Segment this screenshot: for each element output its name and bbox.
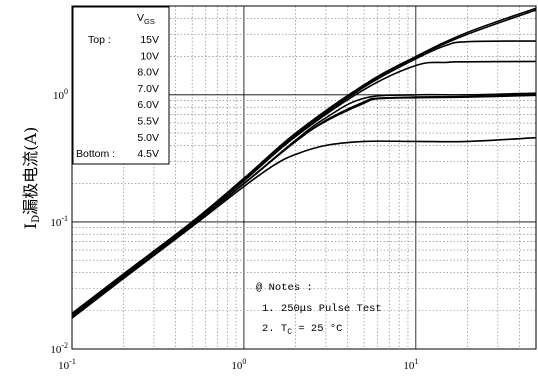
legend-header: VGS	[137, 12, 155, 26]
legend-entry-7: 5.0V	[137, 132, 159, 144]
legend-entry-3: 8.0V	[137, 67, 159, 79]
y-tick-label-1: 10-2	[50, 341, 68, 356]
notes-title: @ Notes :	[256, 282, 313, 294]
series-line-2	[71, 9, 537, 315]
series-line-7	[71, 94, 537, 318]
notes: @ Notes : 1. 250μs Pulse Test 2. TC = 25…	[256, 282, 382, 337]
legend-box	[72, 6, 170, 165]
x-tick-labels: 10-1 100 101	[58, 357, 418, 372]
y-axis-label: ID漏极电流(A)	[21, 127, 42, 229]
legend-bottom-label: Bottom :	[76, 148, 115, 160]
legend-entry-6: 5.5V	[137, 116, 159, 128]
legend: VGS Top : Bottom : 15V 10V 8.0V 7.0V 6.0V 5.5…	[72, 6, 170, 165]
legend-entry-4: 7.0V	[137, 83, 159, 95]
x-tick-label-3: 101	[403, 357, 418, 372]
series-line-4	[71, 60, 537, 316]
y-axis-label-rest: 漏极电流(A)	[21, 127, 40, 215]
y-axis-label-sub: D	[31, 215, 42, 223]
plot-frame	[71, 5, 537, 350]
notes-line-2-post: = 25 °C	[292, 323, 342, 335]
notes-line-2-sub: C	[287, 328, 292, 337]
series-line-8	[71, 136, 537, 319]
series-group	[71, 7, 537, 319]
legend-entry-2: 10V	[140, 50, 159, 62]
legend-entries: 15V 10V 8.0V 7.0V 6.0V 5.5V 5.0V 4.5V	[137, 34, 159, 160]
legend-entry-5: 6.0V	[137, 99, 159, 111]
y-tick-label-3: 100	[53, 87, 68, 102]
x-tick-label-1: 10-1	[58, 357, 76, 372]
y-tick-labels: 10-2 10-1 100	[50, 87, 68, 356]
legend-top-label: Top :	[88, 34, 111, 46]
legend-entry-1: 15V	[140, 34, 159, 46]
legend-header-sub: GS	[144, 17, 155, 26]
notes-line-2: 2. TC = 25 °C	[262, 323, 342, 337]
notes-line-1: 1. 250μs Pulse Test	[262, 303, 382, 315]
x-tick-label-2: 100	[231, 357, 246, 372]
y-tick-label-2: 10-1	[50, 214, 68, 229]
legend-entry-8: 4.5V	[137, 148, 159, 160]
